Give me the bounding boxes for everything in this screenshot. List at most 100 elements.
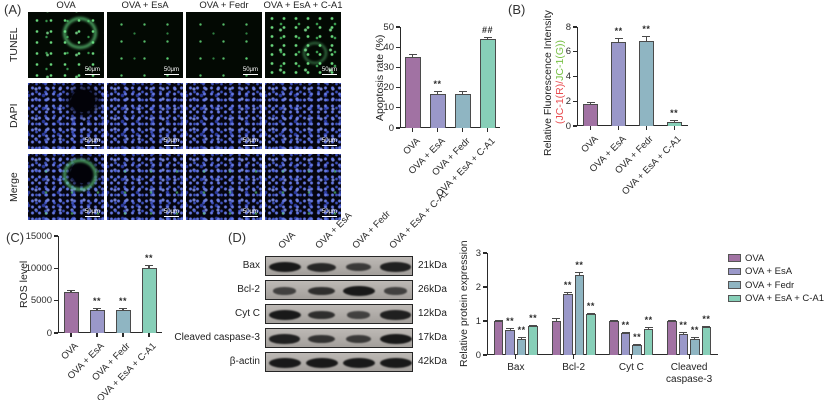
significance-label: ** (690, 325, 699, 336)
x-tick-mark (590, 126, 592, 130)
group-label: Bax (507, 362, 525, 373)
y-tick-label: 1 (475, 315, 481, 327)
scale-bar-label: 50μm (163, 208, 179, 215)
micrograph-tile: 50μm (186, 83, 262, 149)
y-tick-label: 5000 (30, 295, 52, 307)
bar (638, 40, 654, 126)
bar (678, 333, 689, 355)
blot-strip (265, 280, 413, 300)
protein-label: β-actin (229, 356, 260, 367)
legend-swatch (728, 281, 741, 289)
y-tick-label: 20 (383, 82, 394, 94)
bar (63, 292, 79, 333)
significance-label: ** (642, 24, 651, 35)
plot-area (58, 236, 162, 333)
blot-strip (265, 352, 413, 372)
significance-label: ** (118, 296, 127, 307)
bar (141, 268, 157, 333)
y-tick-mark (54, 267, 58, 269)
scale-bar-label: 50μm (321, 137, 337, 144)
y-tick-label: 3 (475, 247, 481, 259)
legend-label: OVA (745, 252, 765, 264)
significance-label: ** (633, 331, 642, 342)
scale-bar: 50μm (322, 209, 337, 217)
column-header: OVA + Fedr (199, 0, 249, 11)
y-tick-label: 2 (475, 281, 481, 293)
y-tick-label: 30 (383, 61, 394, 73)
column-header: OVA + EsA (121, 0, 169, 11)
bar (583, 103, 599, 126)
significance-label: ** (586, 300, 595, 311)
row-label: TUNEL (8, 27, 20, 63)
scale-bar: 50μm (85, 67, 100, 75)
significance-label: ** (144, 253, 153, 264)
y-tick-label: 4 (565, 71, 571, 82)
error-bar (517, 337, 526, 340)
significance-label: ** (433, 79, 442, 90)
panel-d-letter: (D) (228, 230, 247, 245)
y-tick-mark (573, 75, 577, 78)
blot-band (268, 262, 301, 272)
significance-label: ** (679, 320, 688, 331)
significance-label: ** (670, 108, 679, 119)
error-bar (702, 326, 711, 329)
jc1-chart: Relative Fluorescence Intensity (JC-1(R)… (540, 10, 740, 224)
scale-bar-label: 50μm (84, 137, 100, 144)
bar (89, 310, 105, 333)
y-tick-mark (573, 51, 577, 53)
x-tick-mark (573, 355, 575, 359)
x-tick-mark (645, 126, 647, 130)
scale-bar-label: 50μm (321, 66, 337, 73)
column-header: OVA (56, 0, 76, 11)
y-tick-mark (396, 87, 400, 89)
y-tick-mark (396, 66, 400, 68)
error-bar (458, 91, 467, 95)
bar (690, 338, 700, 355)
significance-label: ** (506, 316, 515, 327)
blot-strip (265, 328, 413, 348)
bar (586, 314, 596, 355)
scale-bar-label: 50μm (163, 66, 179, 73)
x-tick-mark (122, 333, 124, 337)
protein-label: Bax (242, 260, 260, 271)
panel-c-letter: (C) (6, 230, 25, 245)
blot-band (305, 358, 338, 368)
error-bar (633, 343, 642, 346)
error-bar (644, 327, 653, 330)
error-bar (494, 319, 503, 322)
y-tick-label: 2 (565, 95, 571, 107)
significance-label: ** (614, 26, 623, 37)
error-bar (119, 308, 127, 312)
bar (454, 93, 471, 128)
error-bar (621, 331, 630, 334)
scale-bar: 50μm (321, 137, 337, 146)
panel-a-letter: (A) (4, 2, 22, 17)
panel-a-micrographs: OVA OVA + EsA OVA + Fedr OVA + EsA + C-A1 TU… (0, 0, 366, 228)
blot-band (342, 286, 375, 296)
legend-label: OVA + EsA + C-A1 (745, 293, 825, 304)
blot-strip (265, 304, 413, 324)
kda-label: 21kDa (418, 260, 447, 271)
bar (551, 321, 562, 355)
error-bar (670, 120, 679, 123)
blot-band (307, 262, 336, 272)
y-tick-mark (396, 26, 400, 28)
legend-item: OVA + Fedr (728, 279, 794, 291)
protein-expression-chart: Relative protein expression 0 1 2 3 ** ** ** Ba… (450, 240, 825, 400)
y-tick-label: 6 (565, 46, 571, 58)
scale-bar: 50μm (85, 209, 100, 217)
x-tick-mark (96, 333, 98, 337)
ros-y-axis-label: ROS level (18, 260, 30, 309)
blot-band (346, 263, 371, 271)
significance-label: ** (92, 296, 101, 307)
blot-band (380, 310, 411, 320)
y-tick-mark (573, 26, 577, 28)
micrograph-tile: 50μm (28, 83, 104, 149)
micrograph-tile: 50μm (265, 83, 341, 149)
y-tick-mark (483, 252, 487, 254)
scale-bar: 50μm (243, 67, 258, 75)
legend-swatch (728, 254, 741, 262)
significance-label: ** (563, 280, 572, 291)
x-tick-mark (70, 333, 72, 337)
error-bar (145, 265, 153, 270)
